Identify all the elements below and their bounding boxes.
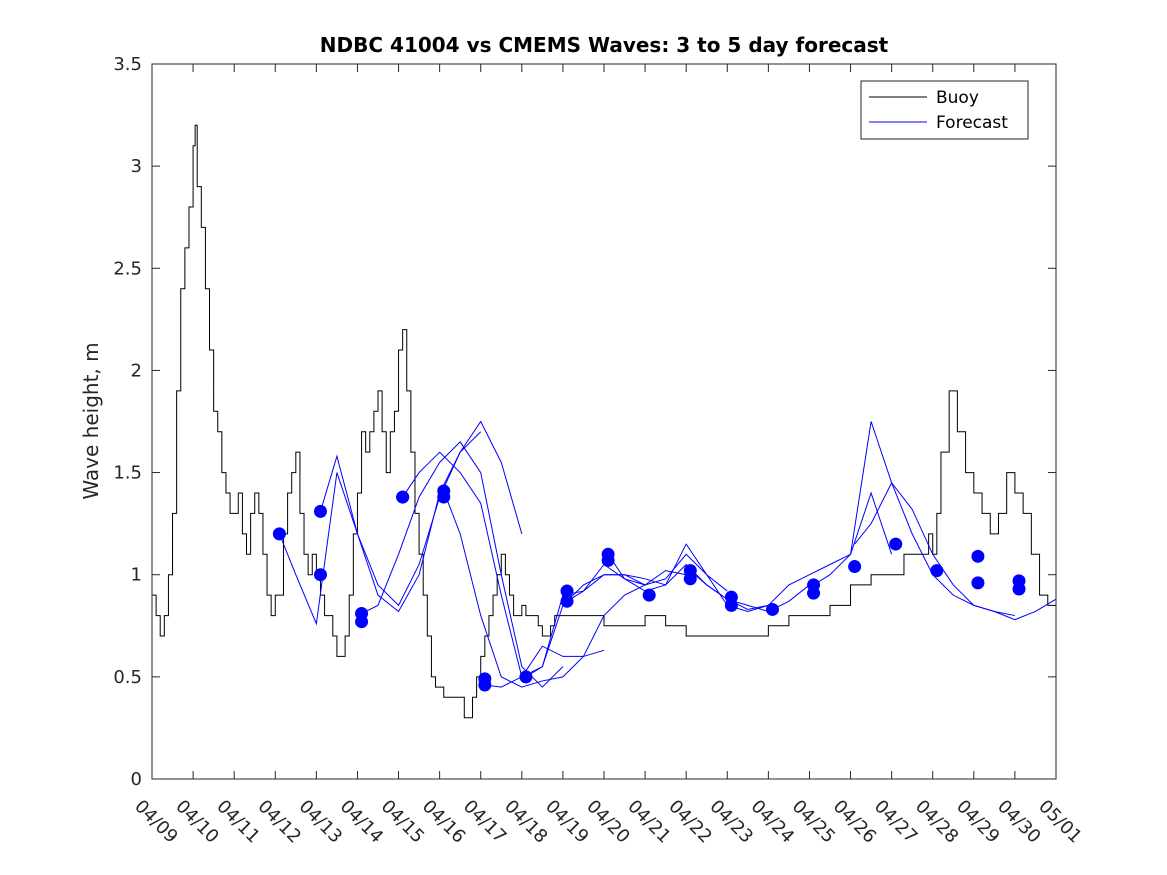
x-tick-label: 05/01 — [1034, 796, 1086, 848]
x-tick-label: 04/26 — [829, 796, 881, 848]
legend-box — [860, 80, 1029, 140]
x-tick-label: 04/09 — [130, 796, 182, 848]
forecast-start-marker — [601, 553, 615, 567]
forecast-start-marker — [971, 576, 985, 590]
legend-buoy-label: Buoy — [936, 88, 979, 108]
forecast-start-marker — [930, 564, 944, 578]
forecast-start-marker — [478, 678, 492, 692]
forecast-series-line-1 — [278, 431, 482, 626]
x-tick-label: 04/17 — [459, 796, 511, 848]
forecast-start-marker — [971, 549, 985, 563]
forecast-start-marker — [396, 490, 410, 504]
x-tick-label: 04/24 — [747, 796, 799, 848]
forecast-series-line-4 — [402, 451, 605, 679]
forecast-start-marker — [355, 615, 369, 629]
x-tick-label: 04/16 — [418, 796, 470, 848]
y-tick-label: 2.5 — [113, 258, 142, 279]
x-tick-label: 04/10 — [171, 796, 223, 848]
x-tick-label: 04/15 — [377, 796, 429, 848]
forecast-start-marker — [889, 537, 903, 551]
x-tick-label: 04/23 — [705, 796, 757, 848]
forecast-start-marker — [724, 598, 738, 612]
forecast-series-line-5 — [443, 490, 646, 688]
buoy-series-line — [152, 124, 1057, 719]
forecast-start-marker — [272, 527, 286, 541]
x-tick-label: 04/27 — [870, 796, 922, 848]
forecast-start-marker — [437, 490, 451, 504]
forecast-start-marker — [848, 560, 862, 574]
forecast-series-line-12 — [854, 481, 1057, 621]
forecast-start-marker — [313, 504, 327, 518]
y-tick-label: 3 — [131, 156, 142, 177]
forecast-series-line-6 — [484, 570, 687, 688]
y-tick-label: 1.5 — [113, 463, 142, 484]
y-axis-ticks: 0 0.5 1 1.5 2 2.5 3 3.5 — [113, 54, 1056, 790]
forecast-start-marker — [683, 572, 697, 586]
y-tick-label: 0 — [131, 769, 142, 790]
forecast-start-marker — [1012, 582, 1026, 596]
x-tick-label: 04/14 — [336, 796, 388, 848]
y-tick-label: 2 — [131, 360, 142, 381]
forecast-start-marker — [560, 584, 574, 598]
x-tick-label: 04/22 — [664, 796, 716, 848]
forecast-start-marker — [560, 594, 574, 608]
legend: Buoy Forecast — [860, 80, 1029, 140]
chart-title: NDBC 41004 vs CMEMS Waves: 3 to 5 day fo… — [320, 33, 889, 57]
y-tick-label: 3.5 — [113, 54, 142, 75]
forecast-start-marker — [313, 568, 327, 582]
y-tick-label: 0.5 — [113, 667, 142, 688]
x-tick-label: 04/13 — [295, 796, 347, 848]
axes-box — [151, 63, 1057, 780]
forecast-start-marker — [519, 670, 533, 684]
forecast-start-marker — [765, 602, 779, 616]
x-tick-label: 04/21 — [623, 796, 675, 848]
forecast-series-line-2 — [319, 420, 523, 607]
x-tick-label: 04/19 — [541, 796, 593, 848]
forecast-start-marker — [642, 588, 656, 602]
x-tick-label: 04/12 — [253, 796, 305, 848]
forecast-start-marker — [807, 586, 821, 600]
y-tick-label: 1 — [131, 565, 142, 586]
x-tick-label: 04/30 — [993, 796, 1045, 848]
legend-forecast-label: Forecast — [936, 113, 1008, 133]
x-tick-label: 04/20 — [582, 796, 634, 848]
x-tick-label: 04/25 — [788, 796, 840, 848]
x-tick-label: 04/11 — [212, 796, 264, 848]
series-layer — [152, 124, 1057, 719]
x-tick-label: 04/18 — [500, 796, 552, 848]
plot-area — [152, 64, 1056, 779]
x-tick-label: 04/28 — [911, 796, 963, 848]
forecast-series-line-10 — [689, 491, 893, 610]
x-tick-label: 04/29 — [952, 796, 1004, 848]
y-axis-label: Wave height, m — [79, 342, 103, 499]
